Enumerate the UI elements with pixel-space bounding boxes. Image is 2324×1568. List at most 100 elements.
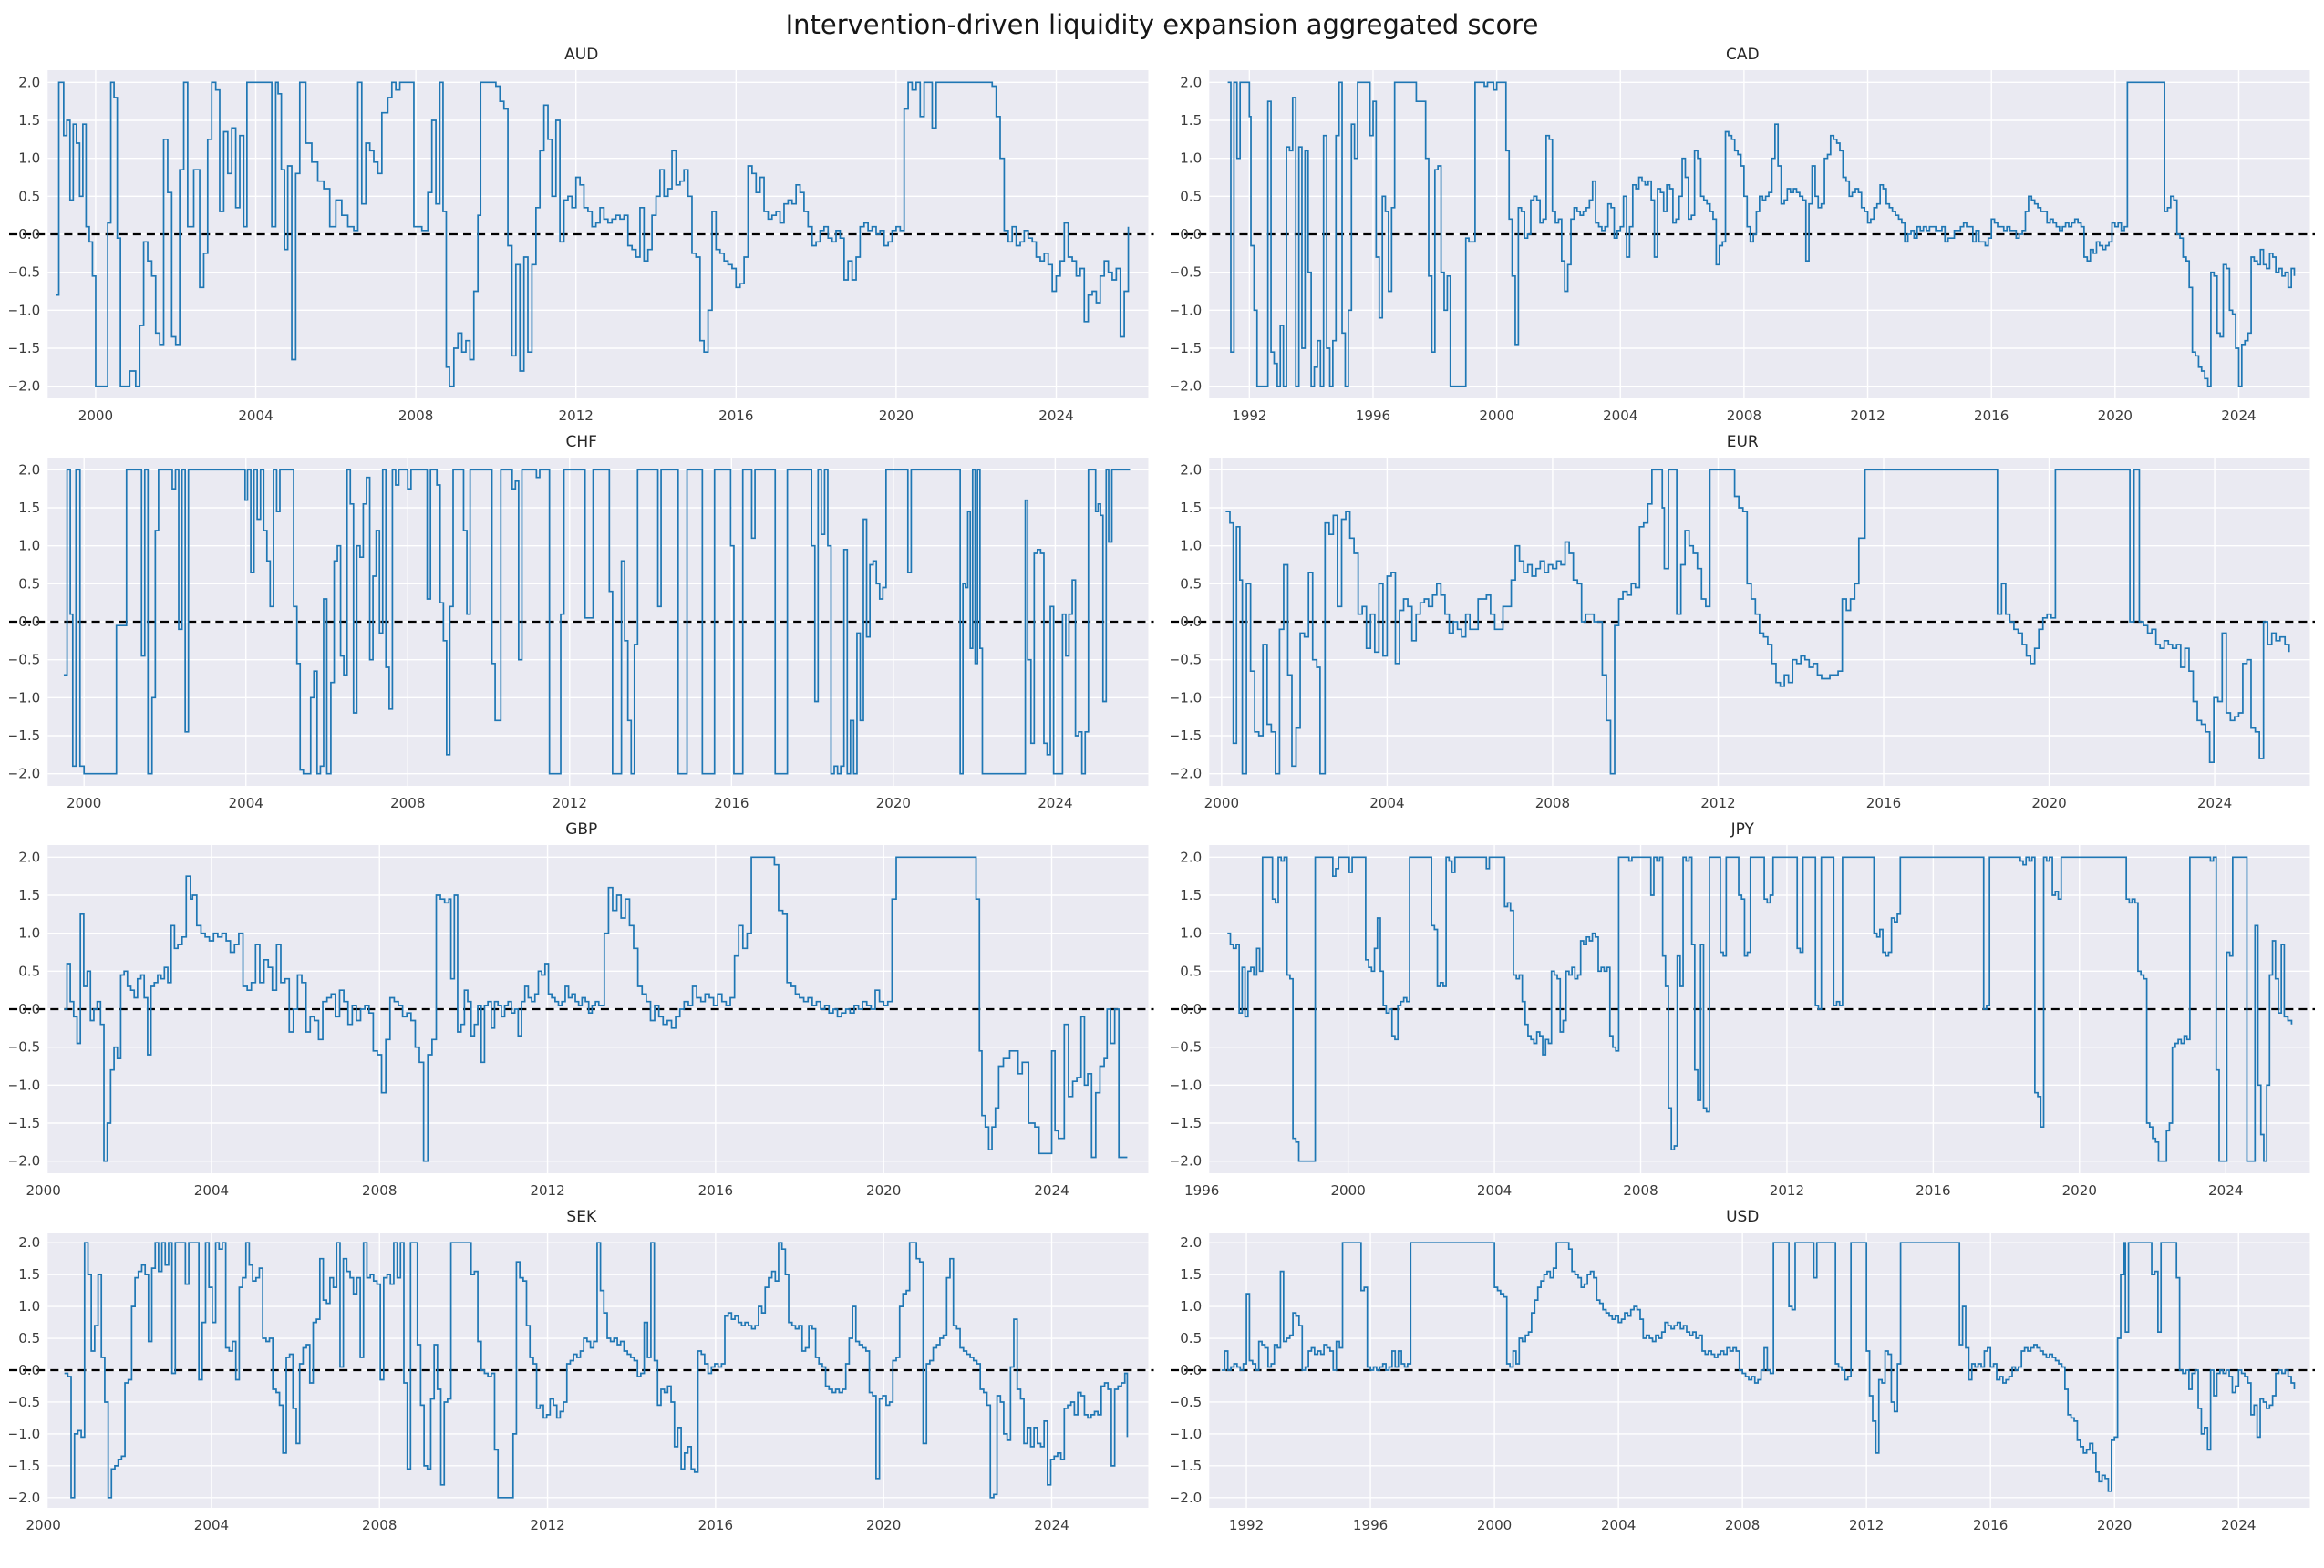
y-tick-label: 0.5 bbox=[18, 575, 40, 592]
y-tick-label: −0.5 bbox=[9, 1394, 40, 1410]
chart-sek: 2.0 1.5 1.0 0.5 0.0 −0.5 −1.0 −1.5 −2.0 2000 2004 2… bbox=[9, 1233, 1154, 1533]
y-tick-label: −1.5 bbox=[9, 727, 40, 744]
y-tick-label: 1.5 bbox=[1180, 887, 1202, 903]
y-tick-label: −0.5 bbox=[9, 264, 40, 281]
x-tick-label: 2000 bbox=[1203, 795, 1238, 811]
x-tick-label: 2012 bbox=[530, 1182, 564, 1199]
x-tick-label: 2016 bbox=[1865, 795, 1900, 811]
y-tick-label: −2.0 bbox=[1171, 1153, 1202, 1170]
y-tick-label: −1.5 bbox=[9, 340, 40, 356]
x-tick-label: 2024 bbox=[1038, 795, 1072, 811]
y-tick-label: −1.0 bbox=[9, 1077, 40, 1093]
x-tick-label: 2000 bbox=[1479, 407, 1513, 424]
chart-cad: 2.0 1.5 1.0 0.5 0.0 −0.5 −1.0 −1.5 −2.0 1992 1996 2… bbox=[1170, 70, 2315, 424]
x-tick-label: 2008 bbox=[362, 1517, 397, 1533]
subplot-gbp: GBP 2.0 1.5 1.0 0.5 0.0 −0.5 −1.0 −1.5 −2.0 2000 20… bbox=[9, 819, 1154, 1202]
x-tick-label: 2004 bbox=[1369, 795, 1404, 811]
y-tick-label: 1.5 bbox=[1180, 500, 1202, 516]
y-tick-label: 0.0 bbox=[1180, 226, 1202, 242]
y-tick-label: 0.5 bbox=[18, 188, 40, 204]
x-tick-label: 2012 bbox=[530, 1517, 564, 1533]
y-tick-label: 1.0 bbox=[18, 538, 40, 554]
series-line-aud bbox=[56, 81, 1130, 387]
subplot-title-eur: EUR bbox=[1726, 433, 1759, 451]
x-tick-label: 2016 bbox=[714, 795, 749, 811]
y-tick-label: −1.5 bbox=[9, 1115, 40, 1131]
y-tick-label: 1.0 bbox=[18, 925, 40, 942]
y-tick-label: −1.0 bbox=[9, 302, 40, 318]
x-tick-label: 2016 bbox=[698, 1517, 733, 1533]
x-tick-label: 2020 bbox=[866, 1517, 901, 1533]
y-tick-label: −1.5 bbox=[1171, 1115, 1202, 1131]
x-tick-label: 2016 bbox=[698, 1182, 733, 1199]
y-tick-label: 1.5 bbox=[18, 887, 40, 903]
y-tick-label: 0.0 bbox=[18, 1362, 40, 1378]
x-tick-label: 2020 bbox=[2097, 1517, 2132, 1533]
y-tick-label: 1.0 bbox=[1180, 925, 1202, 942]
y-tick-label: −2.0 bbox=[1171, 1490, 1202, 1506]
x-tick-label: 1992 bbox=[1228, 1517, 1263, 1533]
chart-usd: 2.0 1.5 1.0 0.5 0.0 −0.5 −1.0 −1.5 −2.0 1992 1996 2… bbox=[1170, 1233, 2315, 1533]
subplot-cad: CAD 2.0 1.5 1.0 0.5 0.0 −0.5 −1.0 −1.5 −2.0 1992 19… bbox=[1170, 44, 2315, 428]
subplot-title-aud: AUD bbox=[564, 46, 599, 64]
x-tick-label: 2008 bbox=[1726, 407, 1761, 424]
x-tick-label: 2000 bbox=[67, 795, 101, 811]
y-tick-label: 0.5 bbox=[1180, 963, 1202, 979]
x-tick-label: 2024 bbox=[2196, 795, 2231, 811]
y-tick-label: 1.0 bbox=[18, 1298, 40, 1315]
x-tick-label: 1996 bbox=[1184, 1182, 1219, 1199]
y-tick-label: 2.0 bbox=[1180, 1234, 1202, 1251]
y-tick-label: 2.0 bbox=[1180, 74, 1202, 90]
series-line-usd bbox=[1221, 1242, 2295, 1492]
x-tick-label: 2016 bbox=[718, 407, 753, 424]
subplot-jpy: JPY 2.0 1.5 1.0 0.5 0.0 −0.5 −1.0 −1.5 −2.0 1996 20… bbox=[1170, 819, 2315, 1202]
y-tick-label: −1.0 bbox=[1171, 302, 1202, 318]
figure-title: Intervention-driven liquidity expansion … bbox=[785, 9, 1539, 40]
x-tick-label: 2008 bbox=[390, 795, 425, 811]
y-tick-label: 0.5 bbox=[18, 963, 40, 979]
y-tick-label: 1.0 bbox=[1180, 150, 1202, 167]
y-tick-label: 1.0 bbox=[18, 150, 40, 167]
subplot-usd: USD 2.0 1.5 1.0 0.5 0.0 −0.5 −1.0 −1.5 −2.0 1992 19… bbox=[1170, 1206, 2315, 1537]
subplot-eur: EUR 2.0 1.5 1.0 0.5 0.0 −0.5 −1.0 −1.5 −2.0 2000 20… bbox=[1170, 431, 2315, 815]
y-tick-label: 1.0 bbox=[1180, 538, 1202, 554]
subplot-title-usd: USD bbox=[1726, 1208, 1760, 1226]
x-tick-label: 2004 bbox=[194, 1517, 229, 1533]
x-tick-label: 2024 bbox=[1034, 1517, 1069, 1533]
x-tick-label: 2000 bbox=[26, 1182, 60, 1199]
y-tick-label: 0.5 bbox=[18, 1330, 40, 1346]
y-tick-label: −0.5 bbox=[9, 652, 40, 668]
y-tick-label: −2.0 bbox=[1171, 378, 1202, 395]
x-tick-label: 2008 bbox=[1534, 795, 1569, 811]
y-tick-label: 1.5 bbox=[1180, 1266, 1202, 1283]
subplot-title-gbp: GBP bbox=[565, 820, 598, 839]
x-tick-label: 2016 bbox=[1973, 407, 2008, 424]
y-tick-label: −2.0 bbox=[9, 1153, 40, 1170]
x-tick-label: 1996 bbox=[1355, 407, 1389, 424]
x-tick-label: 2012 bbox=[553, 795, 587, 811]
y-tick-label: −1.0 bbox=[9, 689, 40, 706]
y-tick-label: 0.0 bbox=[18, 226, 40, 242]
y-tick-label: −0.5 bbox=[1171, 1039, 1202, 1056]
chart-aud: 2.0 1.5 1.0 0.5 0.0 −0.5 −1.0 −1.5 −2.0 2000 2004 2… bbox=[9, 70, 1154, 424]
x-tick-label: 2020 bbox=[2031, 795, 2066, 811]
x-tick-label: 2012 bbox=[559, 407, 594, 424]
x-tick-label: 2008 bbox=[1623, 1182, 1658, 1199]
y-tick-label: 0.0 bbox=[1180, 1001, 1202, 1017]
y-tick-label: −2.0 bbox=[9, 766, 40, 782]
y-tick-label: −1.5 bbox=[1171, 1458, 1202, 1474]
y-tick-label: −1.0 bbox=[1171, 1426, 1202, 1442]
x-tick-label: 2000 bbox=[78, 407, 113, 424]
chart-jpy: 2.0 1.5 1.0 0.5 0.0 −0.5 −1.0 −1.5 −2.0 1996 2000 2… bbox=[1170, 845, 2315, 1199]
series-line-jpy bbox=[1226, 856, 2292, 1162]
x-tick-label: 2024 bbox=[2221, 407, 2256, 424]
x-tick-label: 2020 bbox=[2097, 407, 2132, 424]
x-tick-label: 2004 bbox=[1603, 407, 1637, 424]
y-tick-label: −0.5 bbox=[1171, 652, 1202, 668]
x-tick-label: 2024 bbox=[2208, 1182, 2243, 1199]
x-tick-label: 2004 bbox=[1600, 1517, 1635, 1533]
x-tick-label: 2004 bbox=[194, 1182, 229, 1199]
x-tick-label: 2020 bbox=[2061, 1182, 2096, 1199]
